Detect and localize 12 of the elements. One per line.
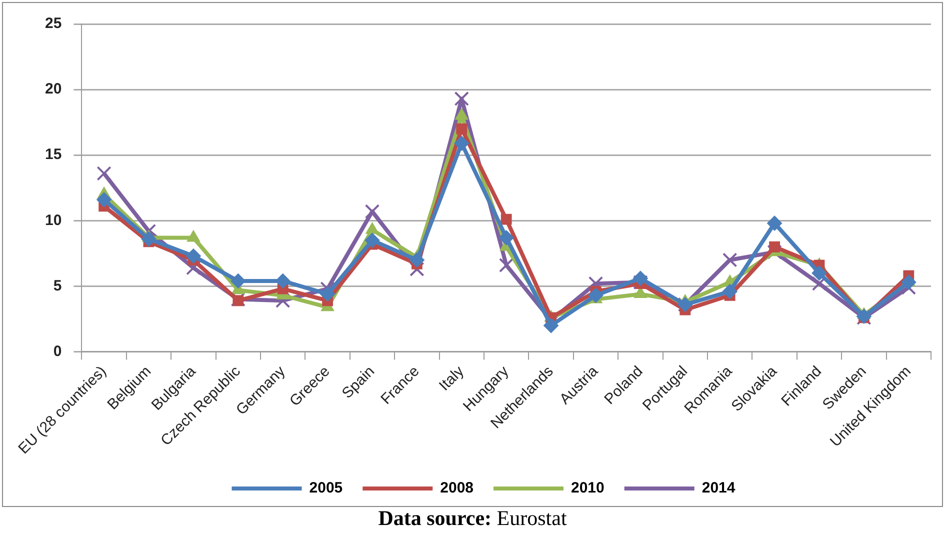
legend-label: 2008 [440, 480, 474, 497]
legend-label: 2010 [571, 480, 604, 497]
x-tick-label: Italy [436, 362, 468, 394]
y-tick-label: 25 [44, 15, 62, 32]
y-tick-label: 10 [44, 212, 62, 229]
source-note: Data source: Eurostat [377, 506, 568, 531]
y-tick-label: 15 [44, 146, 62, 164]
legend-label: 2014 [702, 480, 736, 497]
legend-label: 2005 [309, 480, 343, 497]
y-tick-label: 0 [53, 342, 62, 360]
y-tick-label: 5 [53, 277, 62, 294]
y-tick-label: 20 [44, 80, 62, 98]
